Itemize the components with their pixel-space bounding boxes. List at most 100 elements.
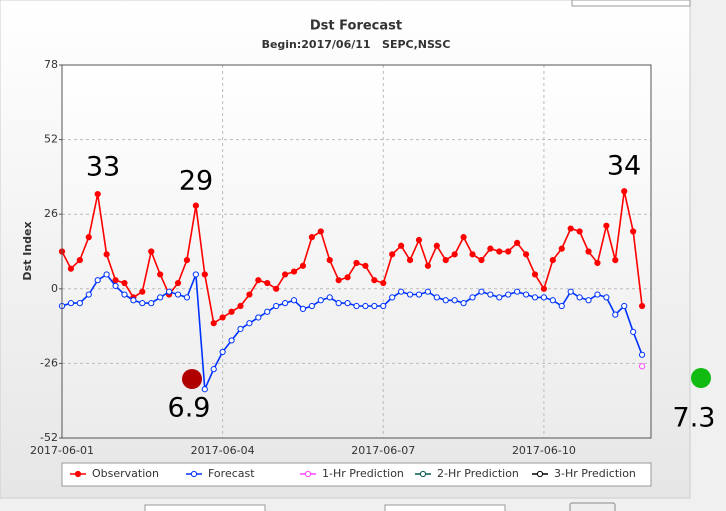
data-point [85,291,92,298]
data-point [638,302,646,310]
data-point [282,300,289,307]
data-point [415,291,423,298]
data-point [558,302,565,310]
data-point [603,222,610,229]
date-input[interactable] [144,504,266,511]
data-point [121,279,128,287]
data-point [246,291,253,298]
data-point [460,234,467,241]
series-line [61,191,643,325]
data-point [630,228,637,235]
data-point [442,297,449,304]
data-point [112,277,119,284]
data-point [487,291,494,298]
data-point [273,285,280,292]
data-point [237,302,244,310]
data-point [433,242,440,249]
data-point [255,277,262,284]
data-point [112,282,119,290]
series-layer [58,188,646,393]
data-point [638,363,646,370]
data-point [406,257,414,264]
data-point [451,251,458,258]
data-point [183,257,191,264]
y-tick-label: -26 [40,356,58,369]
plot-border [61,64,652,439]
data-point [67,265,75,272]
data-point [228,308,235,315]
data-point [174,279,182,287]
legend-marker [304,470,312,478]
y-tick-label: -52 [40,431,58,444]
data-point [317,297,324,304]
annotation: 6.9 [168,393,211,424]
data-point [335,300,342,307]
data-point [157,271,164,278]
date-input[interactable] [384,504,506,511]
data-point [103,251,110,258]
data-point [219,314,226,321]
data-point [522,291,530,298]
data-point [228,337,235,344]
legend-marker [190,470,198,478]
data-point [362,262,369,269]
legend-marker [74,470,82,478]
data-point [469,294,476,301]
data-point [174,291,182,298]
data-point [630,328,637,335]
annotation: 7.3 [673,403,716,434]
data-point [371,302,378,310]
data-point [612,257,619,264]
data-point [398,288,405,295]
data-point [380,279,387,287]
y-tick-label: 52 [44,133,58,146]
data-point [282,271,289,278]
query-button[interactable] [569,502,616,511]
data-point [576,294,583,301]
data-point [594,259,601,267]
legend-label: Observation [92,467,159,480]
data-point [353,302,360,310]
data-point [183,294,191,301]
annotation: 33 [86,152,120,183]
data-point [255,314,262,321]
data-point [585,248,592,255]
data-point [219,348,226,356]
data-point [505,291,512,298]
legend-items: Observation Forecast 1-Hr Prediction 2-Hr P… [70,467,636,480]
data-point [621,188,628,195]
chart-title: Dst Forecast [310,19,402,34]
data-point [585,297,592,304]
data-point [460,300,467,307]
data-point [67,300,75,307]
data-point [389,251,396,258]
y-tick-label: 0 [51,282,58,295]
data-point [264,308,271,315]
x-tick-label: 2017-06-01 [30,444,94,457]
data-point [165,288,173,295]
annotation-dot [691,368,711,388]
data-point [192,271,199,278]
data-point [496,248,503,255]
data-point [406,291,414,298]
annotation: 34 [607,151,641,182]
data-point [478,288,485,295]
data-point [308,234,315,241]
data-point [398,242,405,249]
data-point [201,386,208,393]
legend-marker [419,470,427,478]
data-point [567,225,574,232]
data-point [549,257,556,264]
data-point [594,291,601,298]
data-point [505,248,512,255]
data-point [558,245,565,252]
data-point [290,268,298,275]
annotation: 29 [179,166,213,197]
data-point [469,251,476,258]
data-point [362,302,369,310]
data-point [433,294,440,301]
data-point [299,262,307,269]
grid: -52 -26 0 26 52 78 2017-06-01 2017-06-04 2017-06… [30,58,651,457]
data-point [85,234,92,241]
data-point [531,271,539,278]
